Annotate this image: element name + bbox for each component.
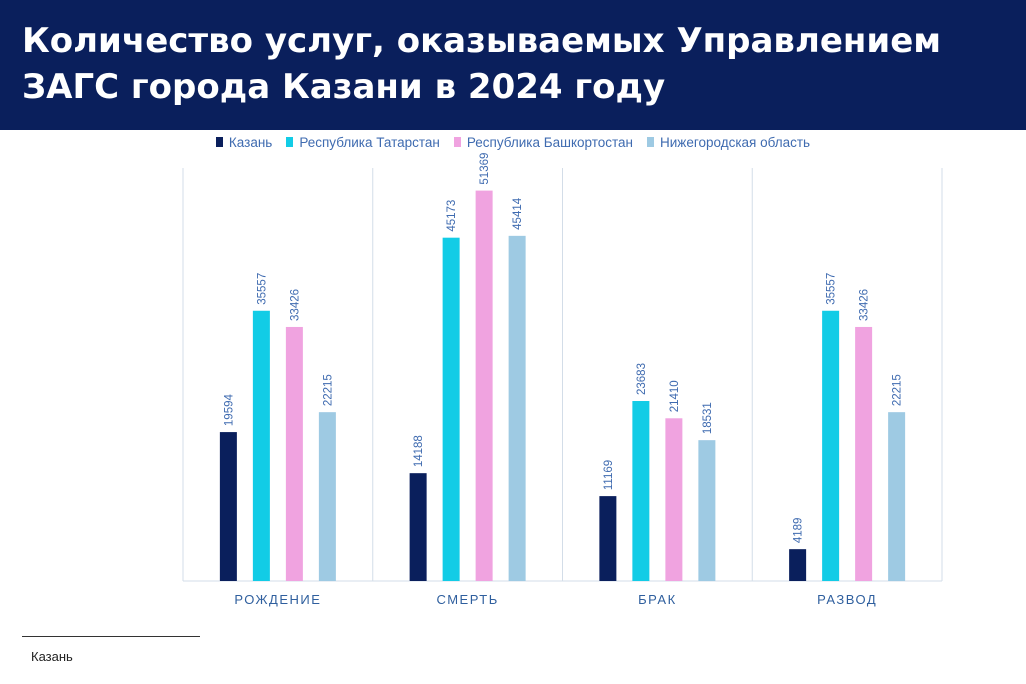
data-label: 22215 xyxy=(892,374,904,406)
data-label: 4189 xyxy=(793,518,805,544)
data-label: 33426 xyxy=(859,289,871,321)
header-banner: Количество услуг, оказываемых Управление… xyxy=(0,0,1026,130)
category-label: РАЗВОД xyxy=(817,592,877,607)
bar xyxy=(888,412,906,581)
data-label: 45414 xyxy=(512,197,524,230)
legend-label: Республика Татарстан xyxy=(299,134,440,150)
bar xyxy=(698,440,716,581)
data-label: 23683 xyxy=(636,363,648,395)
legend-swatch xyxy=(215,137,223,147)
bar xyxy=(442,237,460,582)
bar xyxy=(252,310,270,581)
bar xyxy=(508,235,526,581)
bar xyxy=(789,549,807,581)
data-label: 19594 xyxy=(223,394,235,427)
data-label: 14188 xyxy=(413,435,425,467)
bar xyxy=(219,432,237,581)
chart-legend: Казань Республика Татарстан Республика Баш… xyxy=(0,131,1026,153)
data-label: 22215 xyxy=(322,374,334,406)
bar-chart: 19594 35557 33426 22215 РОЖДЕНИЕ 14188 45173 51… xyxy=(182,153,943,607)
bar xyxy=(285,326,303,581)
category-label: БРАК xyxy=(638,592,677,607)
legend-swatch xyxy=(647,137,655,147)
legend-item: Нижегородская область xyxy=(647,135,810,150)
legend-label: Республика Башкортостан xyxy=(466,134,634,150)
page-title: Количество услуг, оказываемых Управление… xyxy=(22,21,942,107)
data-label: 35557 xyxy=(826,273,838,305)
legend-swatch xyxy=(453,137,461,147)
footer-note: Казань xyxy=(31,649,73,664)
legend-label: Казань xyxy=(228,134,273,150)
category-label: РОЖДЕНИЕ xyxy=(234,592,321,607)
legend-item: Республика Башкортостан xyxy=(453,134,634,150)
data-label: 11169 xyxy=(603,460,615,490)
data-label: 35557 xyxy=(256,273,268,305)
bar xyxy=(665,418,683,581)
bar xyxy=(855,326,873,581)
footer-divider xyxy=(22,636,200,637)
bar xyxy=(475,190,493,582)
data-label: 21410 xyxy=(669,380,681,412)
category-label: СМЕРТЬ xyxy=(436,592,498,607)
bar xyxy=(318,412,336,581)
bar xyxy=(409,473,427,581)
legend-item: Казань xyxy=(215,134,273,150)
legend-label: Нижегородская область xyxy=(660,134,811,150)
bar xyxy=(822,310,840,581)
data-label: 33426 xyxy=(289,289,301,321)
data-label: 45173 xyxy=(446,200,458,232)
legend-item: Республика Татарстан xyxy=(286,135,440,150)
legend-swatch xyxy=(286,137,294,147)
bar xyxy=(632,401,650,581)
bar xyxy=(599,496,617,581)
data-label: 18531 xyxy=(702,402,714,434)
data-label: 51369 xyxy=(479,153,491,185)
